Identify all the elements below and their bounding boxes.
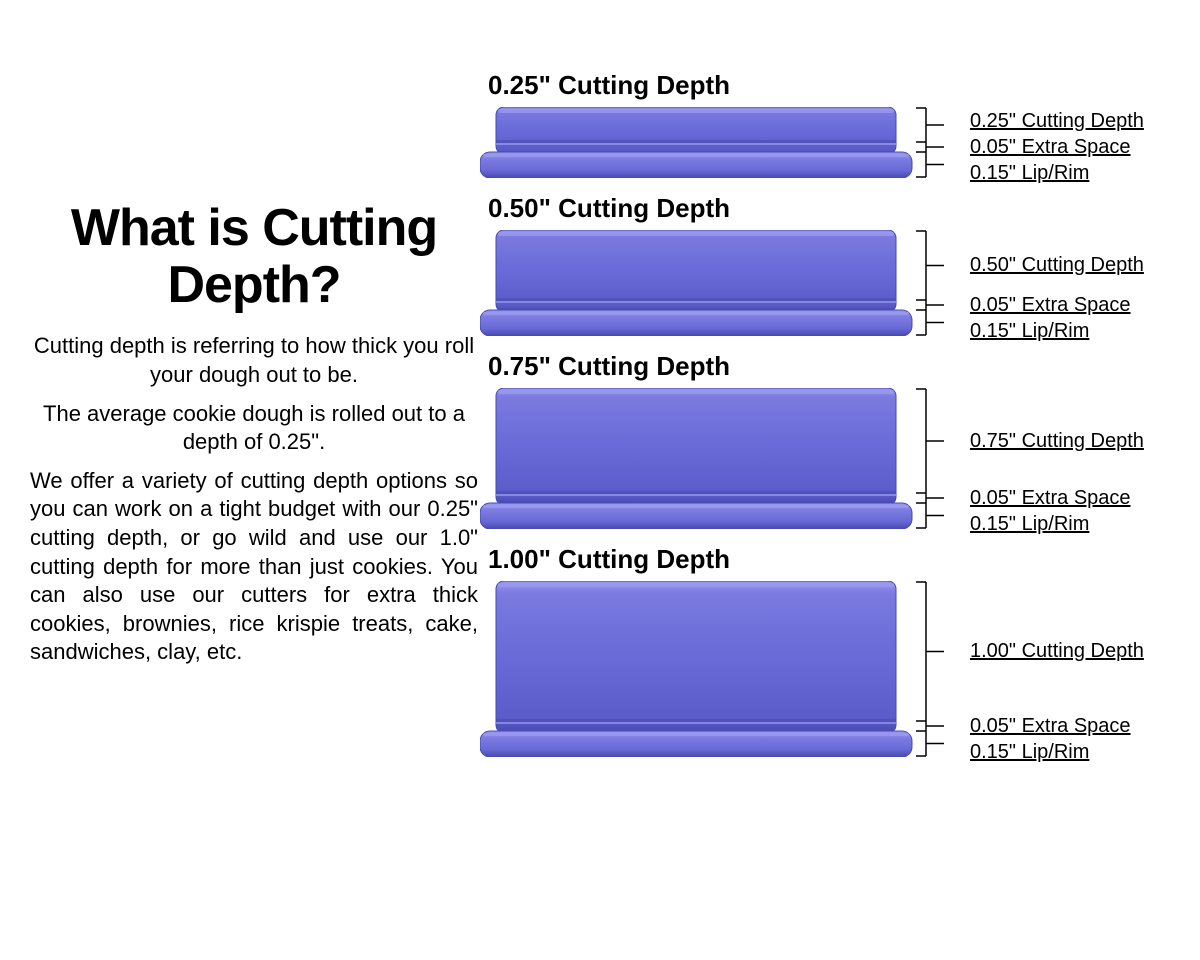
cutter-diagram bbox=[480, 388, 972, 534]
cutter-diagram bbox=[480, 581, 972, 762]
dimension-label: 0.05" Extra Space bbox=[970, 136, 1131, 159]
cutter-row: 1.00" Cutting Depth 0.05" Extra Space 0.15… bbox=[480, 581, 1180, 762]
dimension-label: 0.50" Cutting Depth bbox=[970, 254, 1144, 277]
dimension-label: 0.05" Extra Space bbox=[970, 487, 1131, 510]
dimension-label: 0.15" Lip/Rim bbox=[970, 162, 1089, 185]
intro-para-2: The average cookie dough is rolled out t… bbox=[30, 400, 478, 457]
dimension-labels: 0.75" Cutting Depth0.05" Extra Space0.15… bbox=[970, 388, 1180, 529]
cutter-block: 1.00" Cutting Depth bbox=[480, 544, 1180, 762]
dimension-labels: 0.50" Cutting Depth0.05" Extra Space0.15… bbox=[970, 230, 1180, 336]
dimension-label: 0.05" Extra Space bbox=[970, 715, 1131, 738]
cutter-title: 1.00" Cutting Depth bbox=[488, 544, 1180, 575]
main-heading: What is Cutting Depth? bbox=[30, 200, 478, 314]
intro-para-3: We offer a variety of cutting depth opti… bbox=[30, 467, 478, 667]
cutter-block: 0.25" Cutting Depth bbox=[480, 70, 1180, 183]
dimension-label: 0.15" Lip/Rim bbox=[970, 320, 1089, 343]
explanation-column: What is Cutting Depth? Cutting depth is … bbox=[30, 200, 478, 677]
cutters-column: 0.25" Cutting Depth bbox=[480, 70, 1180, 772]
intro-para-1: Cutting depth is referring to how thick … bbox=[30, 332, 478, 389]
cutter-title: 0.75" Cutting Depth bbox=[488, 351, 1180, 382]
dimension-label: 0.05" Extra Space bbox=[970, 294, 1131, 317]
cutter-profile-svg bbox=[480, 230, 972, 336]
cutter-row: 0.50" Cutting Depth 0.05" Extra Space 0.15… bbox=[480, 230, 1180, 341]
cutter-diagram bbox=[480, 230, 972, 341]
dimension-label: 0.25" Cutting Depth bbox=[970, 110, 1144, 133]
cutter-profile-svg bbox=[480, 388, 972, 529]
cutter-diagram bbox=[480, 107, 972, 183]
dimension-label: 1.00" Cutting Depth bbox=[970, 640, 1144, 663]
cutter-title: 0.25" Cutting Depth bbox=[488, 70, 1180, 101]
cutter-row: 0.75" Cutting Depth 0.05" Extra Space 0.15… bbox=[480, 388, 1180, 534]
dimension-labels: 1.00" Cutting Depth0.05" Extra Space0.15… bbox=[970, 581, 1180, 757]
dimension-label: 0.75" Cutting Depth bbox=[970, 430, 1144, 453]
dimension-labels: 0.25" Cutting Depth0.05" Extra Space0.15… bbox=[970, 107, 1180, 178]
cutter-block: 0.75" Cutting Depth bbox=[480, 351, 1180, 534]
dimension-label: 0.15" Lip/Rim bbox=[970, 513, 1089, 536]
cutter-block: 0.50" Cutting Depth bbox=[480, 193, 1180, 341]
cutter-profile-svg bbox=[480, 107, 972, 178]
dimension-label: 0.15" Lip/Rim bbox=[970, 741, 1089, 764]
cutter-profile-svg bbox=[480, 581, 972, 757]
cutter-row: 0.25" Cutting Depth 0.05" Extra Space 0.15… bbox=[480, 107, 1180, 183]
cutter-title: 0.50" Cutting Depth bbox=[488, 193, 1180, 224]
